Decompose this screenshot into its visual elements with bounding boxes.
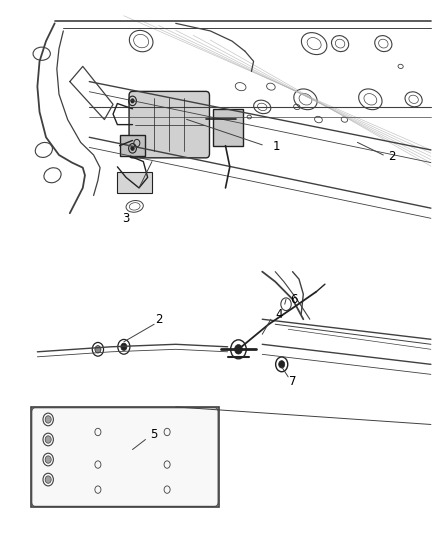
FancyBboxPatch shape (32, 408, 218, 506)
Text: 7: 7 (289, 375, 296, 389)
Text: 3: 3 (122, 212, 130, 225)
Text: 4: 4 (276, 308, 283, 321)
Circle shape (121, 343, 127, 351)
Circle shape (45, 456, 51, 463)
Text: 5: 5 (150, 428, 158, 441)
Polygon shape (31, 407, 219, 507)
FancyBboxPatch shape (129, 91, 209, 158)
Circle shape (45, 436, 51, 443)
Text: 1: 1 (273, 140, 281, 152)
Bar (117, 172, 152, 193)
Bar (212, 109, 243, 146)
Circle shape (45, 476, 51, 483)
Circle shape (45, 416, 51, 423)
Circle shape (131, 146, 134, 150)
Circle shape (279, 361, 285, 368)
Text: 6: 6 (290, 293, 298, 306)
Circle shape (131, 99, 134, 103)
Text: 2: 2 (155, 313, 162, 326)
Text: 2: 2 (388, 150, 395, 163)
Circle shape (95, 345, 101, 353)
Circle shape (235, 344, 242, 354)
Bar (120, 135, 145, 156)
